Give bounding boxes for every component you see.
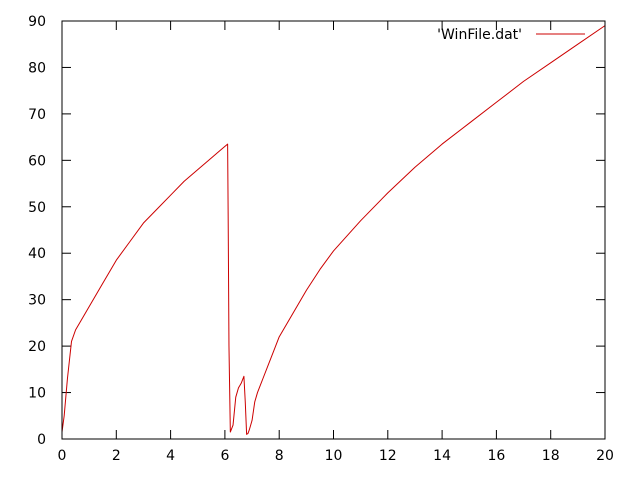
y-tick-label: 20 bbox=[28, 339, 46, 355]
x-tick-label: 14 bbox=[433, 448, 451, 464]
y-tick-label: 40 bbox=[28, 246, 46, 262]
y-tick-label: 60 bbox=[28, 153, 46, 169]
x-tick-label: 4 bbox=[166, 448, 175, 464]
x-tick-label: 10 bbox=[325, 448, 343, 464]
y-tick-label: 0 bbox=[37, 432, 46, 448]
legend: 'WinFile.dat' bbox=[437, 27, 585, 43]
x-tick-label: 18 bbox=[542, 448, 560, 464]
x-tick-label: 20 bbox=[596, 448, 614, 464]
y-tick-label: 30 bbox=[28, 293, 46, 309]
plot-frame bbox=[61, 20, 606, 440]
y-tick-label: 10 bbox=[28, 386, 46, 402]
y-tick-label: 50 bbox=[28, 200, 46, 216]
x-tick-label: 12 bbox=[379, 448, 397, 464]
x-tick-label: 8 bbox=[275, 448, 284, 464]
series-layer bbox=[61, 25, 606, 435]
y-tick-label: 90 bbox=[28, 14, 46, 30]
legend-label: 'WinFile.dat' bbox=[437, 27, 522, 43]
x-tick-label: 6 bbox=[220, 448, 229, 464]
y-tick-label: 80 bbox=[28, 60, 46, 76]
x-tick-label: 16 bbox=[487, 448, 505, 464]
x-tick-label: 0 bbox=[58, 448, 67, 464]
y-tick-label: 70 bbox=[28, 107, 46, 123]
axis-ticks: 0 2 4 6 8 10 12 14 16 18 20 0 10 20 30 40 50 60 70 80 90 bbox=[28, 14, 614, 464]
x-tick-label: 2 bbox=[112, 448, 121, 464]
series-line bbox=[61, 25, 606, 435]
